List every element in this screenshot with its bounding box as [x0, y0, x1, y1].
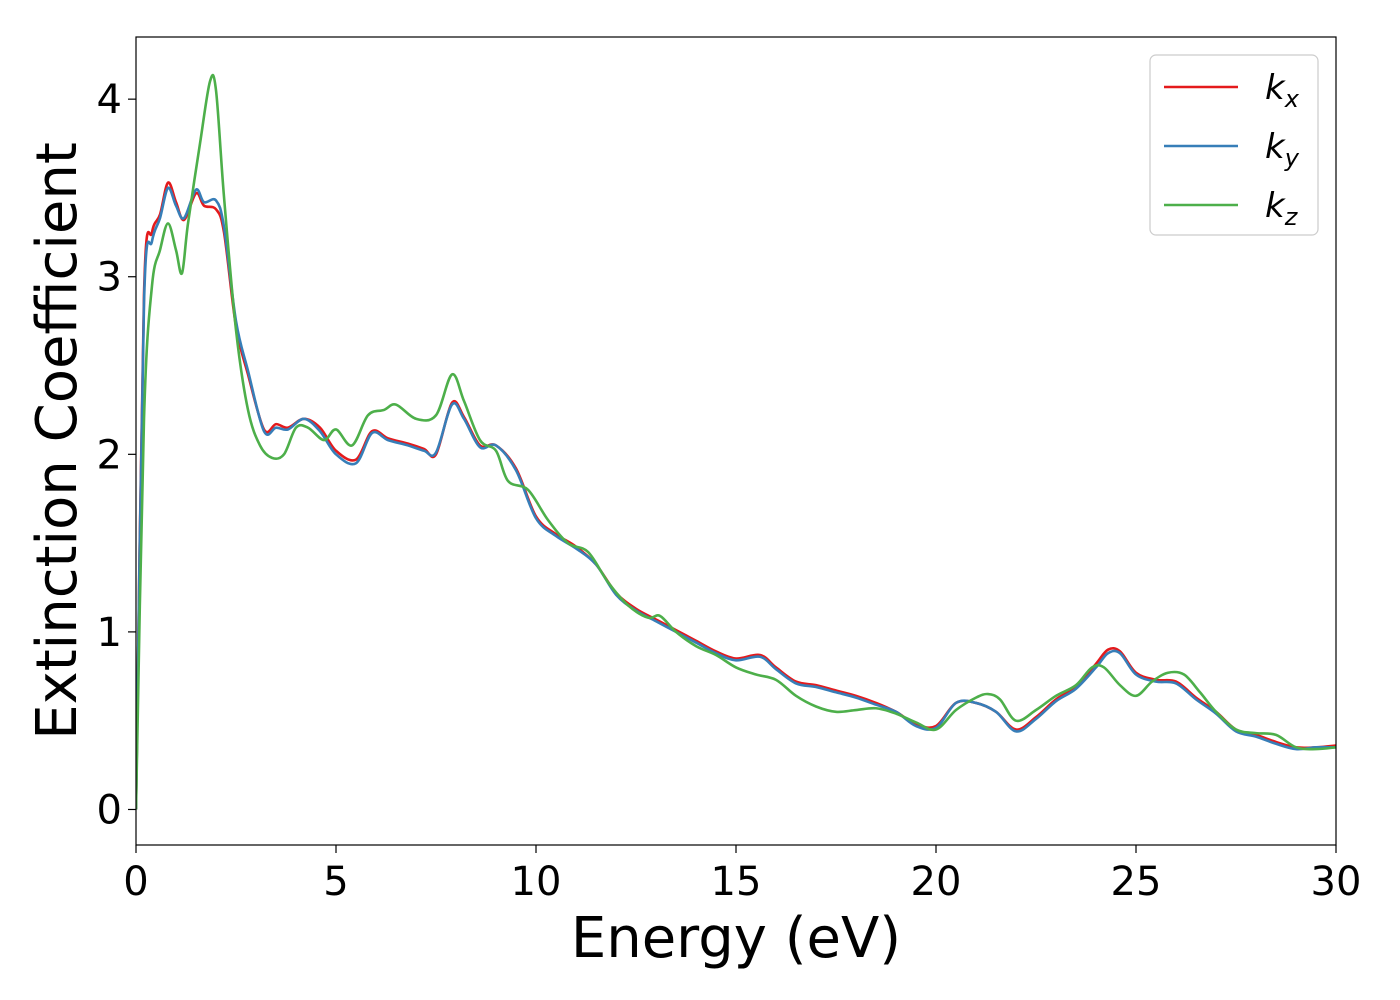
legend-label-kx: kx — [1265, 68, 1300, 113]
x-tick-label: 0 — [123, 859, 148, 905]
y-tick-label: 4 — [97, 77, 122, 123]
series-line-kz — [136, 73, 1336, 810]
legend: kx ky kz — [1149, 54, 1319, 236]
y-tick-label: 2 — [97, 432, 122, 478]
x-axis-ticks: 0 5 10 15 20 25 30 — [123, 845, 1361, 905]
x-axis-label: Energy (eV) — [571, 906, 901, 971]
y-axis-label: Extinction Coefficient — [25, 142, 90, 740]
x-tick-label: 10 — [511, 859, 562, 905]
series-layer — [136, 73, 1336, 810]
x-tick-label: 15 — [711, 859, 762, 905]
y-axis-ticks: 0 1 2 3 4 — [97, 77, 136, 833]
y-tick-label: 3 — [97, 255, 122, 301]
legend-label-ky: ky — [1265, 127, 1300, 172]
x-tick-label: 20 — [911, 859, 962, 905]
legend-label-kz: kz — [1265, 186, 1299, 231]
x-tick-label: 25 — [1111, 859, 1162, 905]
x-tick-label: 30 — [1311, 859, 1362, 905]
y-tick-label: 0 — [97, 787, 122, 833]
y-tick-label: 1 — [97, 610, 122, 656]
x-tick-label: 5 — [323, 859, 348, 905]
